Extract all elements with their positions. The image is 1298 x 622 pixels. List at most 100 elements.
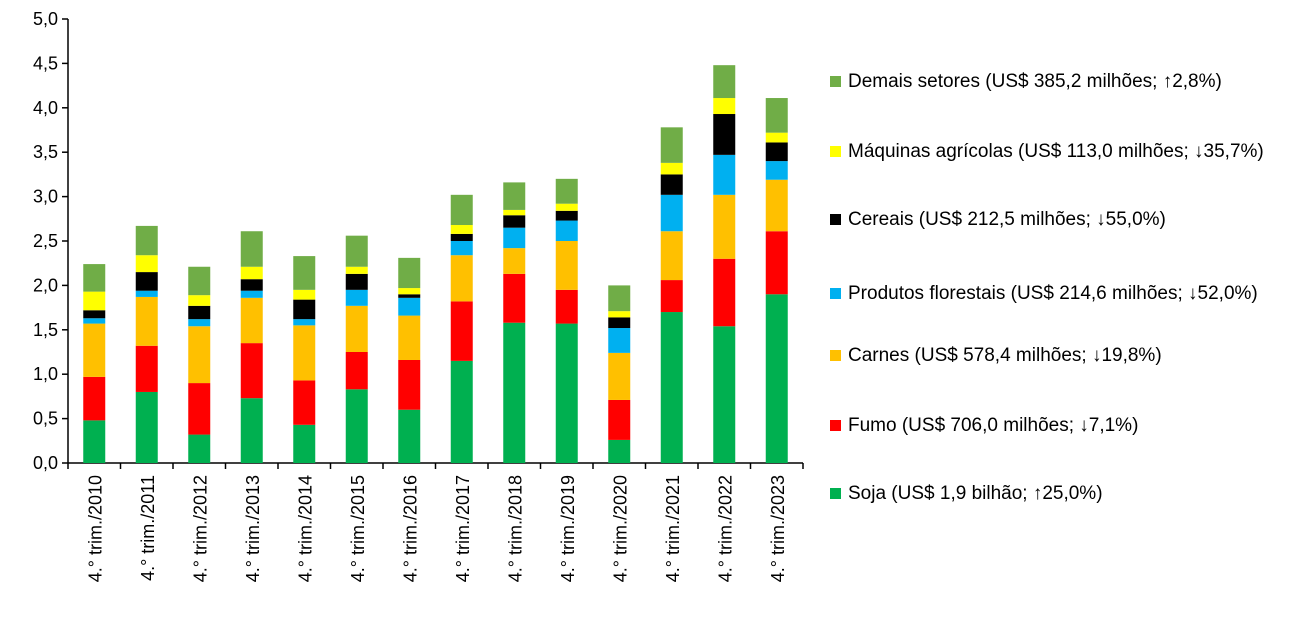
legend-swatch xyxy=(830,488,841,499)
legend-entry: Carnes (US$ 578,4 milhões; ↓19,8%) xyxy=(830,344,1288,368)
legend-swatch xyxy=(830,288,841,299)
bar-segment xyxy=(450,194,473,226)
bar-segment xyxy=(240,279,263,291)
bar-segment xyxy=(608,311,631,318)
legend-swatch xyxy=(830,350,841,361)
x-tick-label: 4.° trim./2014 xyxy=(295,475,315,582)
bar-segment xyxy=(240,343,263,399)
bar-segment xyxy=(293,325,316,381)
x-tick-label: 4.° trim./2020 xyxy=(610,475,630,582)
bar-segment xyxy=(503,215,526,228)
bar-segment xyxy=(188,266,211,296)
y-tick-label: 5,0 xyxy=(33,9,58,29)
bar-segment xyxy=(713,258,736,327)
bar-segment xyxy=(608,439,631,463)
y-tick-label: 1,5 xyxy=(33,320,58,340)
bar-segment xyxy=(765,294,788,463)
bar-segment xyxy=(188,295,211,306)
x-tick-label: 4.° trim./2012 xyxy=(190,475,210,582)
bar-segment xyxy=(83,264,106,292)
bar-segment xyxy=(765,132,788,143)
bar-segment xyxy=(608,285,631,312)
x-tick-label: 4.° trim./2021 xyxy=(663,475,683,582)
bar-segment xyxy=(240,398,263,463)
legend-entry: Produtos florestais (US$ 214,6 milhões; … xyxy=(830,282,1288,306)
y-tick-label: 0,5 xyxy=(33,409,58,429)
bar-segment xyxy=(240,231,263,267)
bar-segment xyxy=(608,317,631,329)
bar-segment xyxy=(188,434,211,463)
x-tick-label: 4.° trim./2022 xyxy=(715,475,735,582)
bar-segment xyxy=(135,255,158,273)
x-tick-label: 4.° trim./2011 xyxy=(138,475,158,581)
bar-segment xyxy=(293,256,316,290)
x-tick-label: 4.° trim./2010 xyxy=(85,475,105,582)
x-tick-label: 4.° trim./2018 xyxy=(505,475,525,582)
bar-segment xyxy=(398,288,421,295)
bar-segment xyxy=(240,290,263,298)
bar-segment xyxy=(555,220,578,241)
bar-segment xyxy=(713,326,736,463)
bar-segment xyxy=(293,319,316,326)
bar-segment xyxy=(555,203,578,211)
bar-segment xyxy=(660,162,683,175)
bar-segment xyxy=(555,210,578,221)
x-tick-label: 4.° trim./2016 xyxy=(400,475,420,582)
bar-segment xyxy=(240,266,263,280)
bar-segment xyxy=(450,241,473,256)
bar-segment xyxy=(608,352,631,400)
legend-label: Soja (US$ 1,9 bilhão; ↑25,0%) xyxy=(848,483,1103,504)
bar-segment xyxy=(555,241,578,290)
bar-segment xyxy=(398,359,421,410)
bar-segment xyxy=(83,310,106,319)
bar-segment xyxy=(83,420,106,463)
y-tick-label: 1,0 xyxy=(33,364,58,384)
x-tick-label: 4.° trim./2017 xyxy=(453,475,473,582)
y-tick-label: 2,0 xyxy=(33,275,58,295)
y-tick-label: 3,0 xyxy=(33,187,58,207)
bar-segment xyxy=(555,178,578,204)
x-tick-label: 4.° trim./2013 xyxy=(243,475,263,582)
y-tick-label: 4,5 xyxy=(33,53,58,73)
bar-segment xyxy=(503,248,526,274)
bar-segment xyxy=(765,161,788,180)
bar-segment xyxy=(555,289,578,324)
bar-segment xyxy=(713,98,736,115)
bar-segment xyxy=(608,399,631,440)
bar-segment xyxy=(660,280,683,313)
bar-segment xyxy=(660,194,683,232)
bar-segment xyxy=(450,360,473,463)
bar-segment xyxy=(345,266,368,274)
bar-segment xyxy=(765,98,788,133)
bar-segment xyxy=(83,318,106,324)
bar-segment xyxy=(398,315,421,360)
legend-label: Demais setores (US$ 385,2 milhões; ↑2,8%… xyxy=(848,71,1222,92)
bar-segment xyxy=(765,179,788,232)
bar-segment xyxy=(503,322,526,463)
legend-label: Produtos florestais (US$ 214,6 milhões; … xyxy=(848,283,1258,304)
y-tick-label: 0,0 xyxy=(33,453,58,473)
bar-segment xyxy=(660,174,683,195)
bar-segment xyxy=(450,255,473,302)
bar-segment xyxy=(450,225,473,234)
bar-segment xyxy=(135,296,158,346)
bar-segment xyxy=(765,142,788,162)
x-tick-label: 4.° trim./2019 xyxy=(558,475,578,582)
bar-segment xyxy=(398,409,421,463)
bar-segment xyxy=(660,312,683,463)
y-tick-label: 3,5 xyxy=(33,142,58,162)
bar-segment xyxy=(135,391,158,463)
bar-segment xyxy=(135,272,158,291)
legend-label: Cereais (US$ 212,5 milhões; ↓55,0%) xyxy=(848,209,1166,230)
x-tick-label: 4.° trim./2023 xyxy=(768,475,788,582)
bar-segment xyxy=(188,319,211,327)
bar-segment xyxy=(713,154,736,195)
legend-swatch xyxy=(830,420,841,431)
bar-segment xyxy=(345,352,368,390)
legend-swatch xyxy=(830,146,841,157)
bar-segment xyxy=(83,291,106,311)
bar-segment xyxy=(345,305,368,352)
bar-segment xyxy=(555,323,578,463)
legend-swatch xyxy=(830,214,841,225)
